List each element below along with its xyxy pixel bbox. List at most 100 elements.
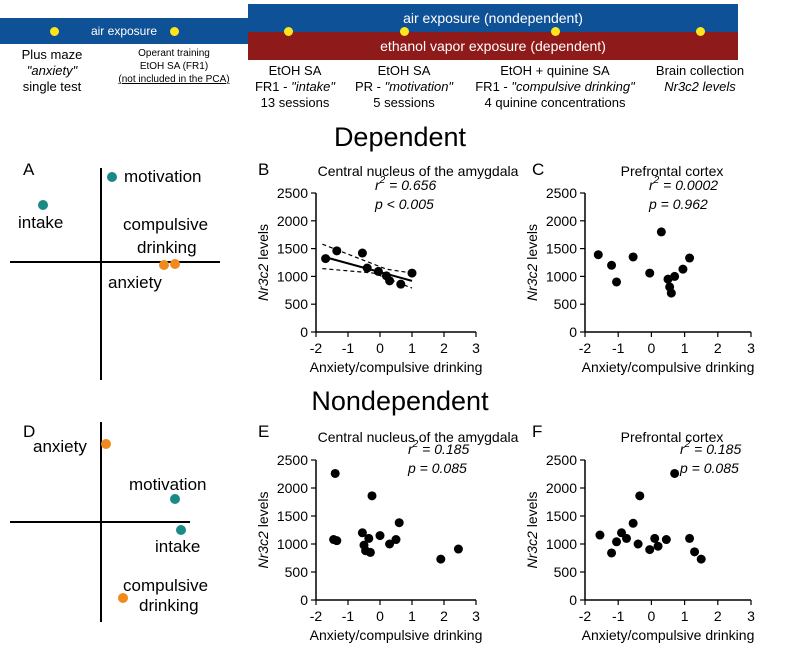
y-tick-label: 2500	[546, 452, 577, 468]
data-point	[653, 541, 663, 551]
stat-p-value: p = 0.962	[648, 196, 708, 212]
x-tick-label: 1	[408, 340, 416, 356]
y-tick-label: 1000	[546, 268, 577, 284]
data-point	[330, 468, 340, 478]
air-exposure-nondependent-label: air exposure (nondependent)	[403, 10, 583, 26]
stat-r-symbol: r	[375, 177, 381, 193]
data-point	[332, 246, 342, 256]
scatter-chart-amygdala-dependent: Central nucleus of the amygdala 0 500 1000 1…	[255, 163, 519, 375]
y-tick-label: 1500	[546, 241, 577, 257]
stat-r-squared: r2 = 0.185	[680, 439, 741, 457]
stat-p-value: p < 0.005	[374, 196, 434, 212]
data-point	[321, 254, 331, 264]
data-point	[436, 554, 446, 564]
data-point	[628, 252, 638, 262]
pca-plot-dependent: motivation intake compulsive drinking an…	[10, 167, 220, 380]
y-tick-label: 1500	[546, 508, 577, 524]
timeline-marker	[551, 27, 560, 36]
stat-r-symbol: r	[680, 441, 686, 457]
data-point	[690, 547, 700, 557]
data-point	[650, 533, 660, 543]
data-point	[391, 535, 401, 545]
y-axis-label-gene: Nr3c2	[255, 263, 271, 301]
stat-r-squared: r2 = 0.0002	[649, 175, 718, 193]
data-point	[645, 545, 655, 555]
pca-label-intake: intake	[155, 537, 200, 556]
panel-letter-b: B	[258, 160, 270, 179]
data-point	[666, 288, 676, 298]
pca-point-compulsive-drinking	[170, 259, 180, 269]
pca-point-motivation	[107, 172, 117, 182]
y-axis-label: Nr3c2 levels	[524, 491, 540, 568]
data-point	[407, 268, 417, 278]
data-point	[670, 271, 680, 281]
timeline-marker	[50, 27, 59, 36]
y-axis-label: Nr3c2 levels	[524, 224, 540, 301]
chart-title: Central nucleus of the amygdala	[318, 429, 519, 445]
x-axis-label: Anxiety/compulsive drinking	[310, 359, 483, 375]
stat-r-exponent: 2	[684, 439, 691, 450]
section-title-nondependent: Nondependent	[311, 386, 489, 416]
x-tick-label: 2	[440, 340, 448, 356]
pca-point-anxiety	[159, 260, 169, 270]
chart-title: Prefrontal cortex	[621, 163, 724, 179]
data-point	[628, 518, 638, 528]
data-point	[612, 537, 622, 547]
y-tick-label: 0	[569, 592, 577, 608]
timeline-marker	[284, 27, 293, 36]
data-point	[670, 468, 680, 478]
data-point	[593, 250, 603, 260]
pca-label-compulsive: compulsive	[123, 576, 208, 595]
stat-r-exponent: 2	[379, 175, 386, 186]
data-point	[385, 276, 395, 286]
stat-r-value: = 0.656	[385, 177, 436, 193]
timeline-marker	[170, 27, 179, 36]
stat-r-symbol: r	[408, 441, 414, 457]
x-tick-label: -1	[342, 340, 355, 356]
panel-letter-e: E	[258, 422, 270, 441]
pca-point-motivation	[170, 494, 180, 504]
stat-r-symbol: r	[649, 177, 655, 193]
air-exposure-label: air exposure	[90, 24, 158, 38]
data-point	[633, 539, 643, 549]
stat-r-value: = 0.0002	[659, 177, 718, 193]
y-tick-label: 0	[300, 592, 308, 608]
timeline-marker	[400, 27, 409, 36]
data-point	[365, 547, 375, 557]
data-point	[645, 268, 655, 278]
y-axis-label-units: levels	[255, 491, 271, 531]
x-tick-label: 1	[681, 340, 689, 356]
x-tick-label: 0	[648, 608, 656, 624]
x-tick-label: -2	[579, 608, 592, 624]
data-point	[696, 554, 706, 564]
y-axis-label-gene: Nr3c2	[255, 531, 271, 569]
y-axis-label: Nr3c2 levels	[255, 224, 271, 301]
data-point	[453, 544, 463, 554]
x-tick-label: 0	[376, 340, 384, 356]
scatter-chart-prefrontal-nondependent: Prefrontal cortex 0 500 1000 1500 2000 2500 -2 -…	[524, 429, 755, 643]
chart-title: Central nucleus of the amygdala	[318, 163, 519, 179]
pca-label-motivation: motivation	[129, 475, 206, 494]
y-tick-label: 2500	[277, 185, 308, 201]
y-axis-label: Nr3c2 levels	[255, 491, 271, 568]
data-point	[678, 264, 688, 274]
y-tick-label: 1500	[277, 508, 308, 524]
y-tick-label: 2000	[546, 213, 577, 229]
data-point	[394, 518, 404, 528]
data-point	[362, 263, 372, 273]
y-tick-label: 500	[285, 296, 309, 312]
stat-p-value: p = 0.085	[679, 460, 739, 476]
timeline-stage-operant-training: Operant training EtOH SA (FR1) (not incl…	[118, 48, 230, 85]
x-tick-label: 1	[408, 608, 416, 624]
y-tick-label: 1000	[277, 268, 308, 284]
y-axis-label-gene: Nr3c2	[524, 263, 540, 301]
ethanol-vapor-bar: ethanol vapor exposure (dependent)	[248, 32, 738, 60]
pca-point-anxiety	[101, 439, 111, 449]
x-tick-label: 2	[440, 608, 448, 624]
data-point	[357, 248, 367, 258]
pca-label-motivation: motivation	[124, 167, 201, 186]
air-exposure-nondependent-bar: air exposure (nondependent)	[248, 4, 738, 32]
pca-label-compulsive: compulsive	[123, 215, 208, 234]
scatter-chart-amygdala-nondependent: Central nucleus of the amygdala 0 500 1000 1…	[255, 429, 519, 643]
y-tick-label: 2500	[277, 452, 308, 468]
